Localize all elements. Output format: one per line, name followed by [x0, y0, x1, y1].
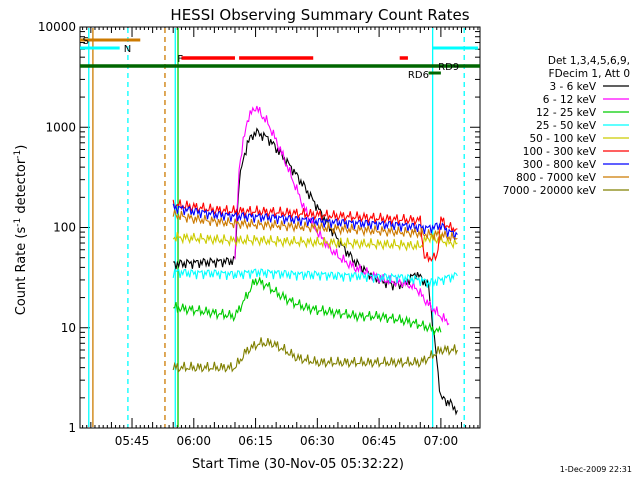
x-tick-label: 06:30 — [300, 434, 335, 448]
y-tick-label: 1 — [68, 421, 76, 435]
status-label-RD6: RD6 — [408, 70, 429, 81]
x-tick-label: 07:00 — [424, 434, 459, 448]
legend-label: 12 - 25 keV — [536, 107, 597, 119]
series-line-50-100keV — [172, 231, 458, 252]
series-line-12-25keV — [173, 275, 442, 335]
legend-label: 800 - 7000 keV — [516, 172, 597, 184]
legend-label: 7000 - 20000 keV — [503, 185, 597, 197]
x-tick-label: 06:45 — [362, 434, 397, 448]
generation-timestamp: 1-Dec-2009 22:31 — [559, 465, 632, 474]
legend-label: 300 - 800 keV — [523, 159, 597, 171]
status-bars: S N F RD9 RD6 — [80, 36, 480, 81]
series-line-100-300keV — [172, 199, 458, 264]
x-tick-label: 06:15 — [238, 434, 273, 448]
y-tick-label: 10 — [61, 321, 76, 335]
legend-label: 25 - 50 keV — [536, 120, 597, 132]
x-tick-label: 06:00 — [176, 434, 211, 448]
status-label-S: S — [83, 36, 89, 47]
status-label-RD9: RD9 — [438, 62, 459, 73]
status-label-F: F — [177, 54, 183, 65]
x-axis-label: Start Time (30-Nov-05 05:32:22) — [192, 457, 404, 472]
series-line-800-7000keV — [172, 209, 458, 242]
series-group — [172, 105, 458, 416]
y-axis-label: Count Rate (s-1 detector-1) — [13, 145, 29, 316]
series-line-25-50keV — [172, 268, 458, 288]
chart-title: HESSI Observing Summary Count Rates — [170, 6, 469, 24]
legend-header-2: FDecim 1, Att 0 — [549, 68, 630, 80]
legend-label: 6 - 12 keV — [543, 94, 597, 106]
status-label-N: N — [124, 44, 131, 55]
series-line-7000-20000keV — [172, 337, 458, 373]
axes: 1 10 100 1000 10000 05:45 06:00 06:15 06:30 06:45… — [38, 20, 481, 448]
legend-label: 50 - 100 keV — [529, 133, 596, 145]
y-tick-label: 100 — [53, 221, 76, 235]
y-tick-label: 1000 — [45, 120, 76, 134]
x-tick-label: 05:45 — [115, 434, 150, 448]
legend-label: 3 - 6 keV — [549, 81, 596, 93]
y-tick-label: 10000 — [38, 20, 76, 34]
series-line-300-800keV — [172, 203, 458, 240]
legend-label: 100 - 300 keV — [523, 146, 597, 158]
legend: Det 1,3,4,5,6,9, FDecim 1, Att 0 3 - 6 k… — [503, 55, 630, 197]
legend-header-1: Det 1,3,4,5,6,9, — [548, 55, 630, 67]
